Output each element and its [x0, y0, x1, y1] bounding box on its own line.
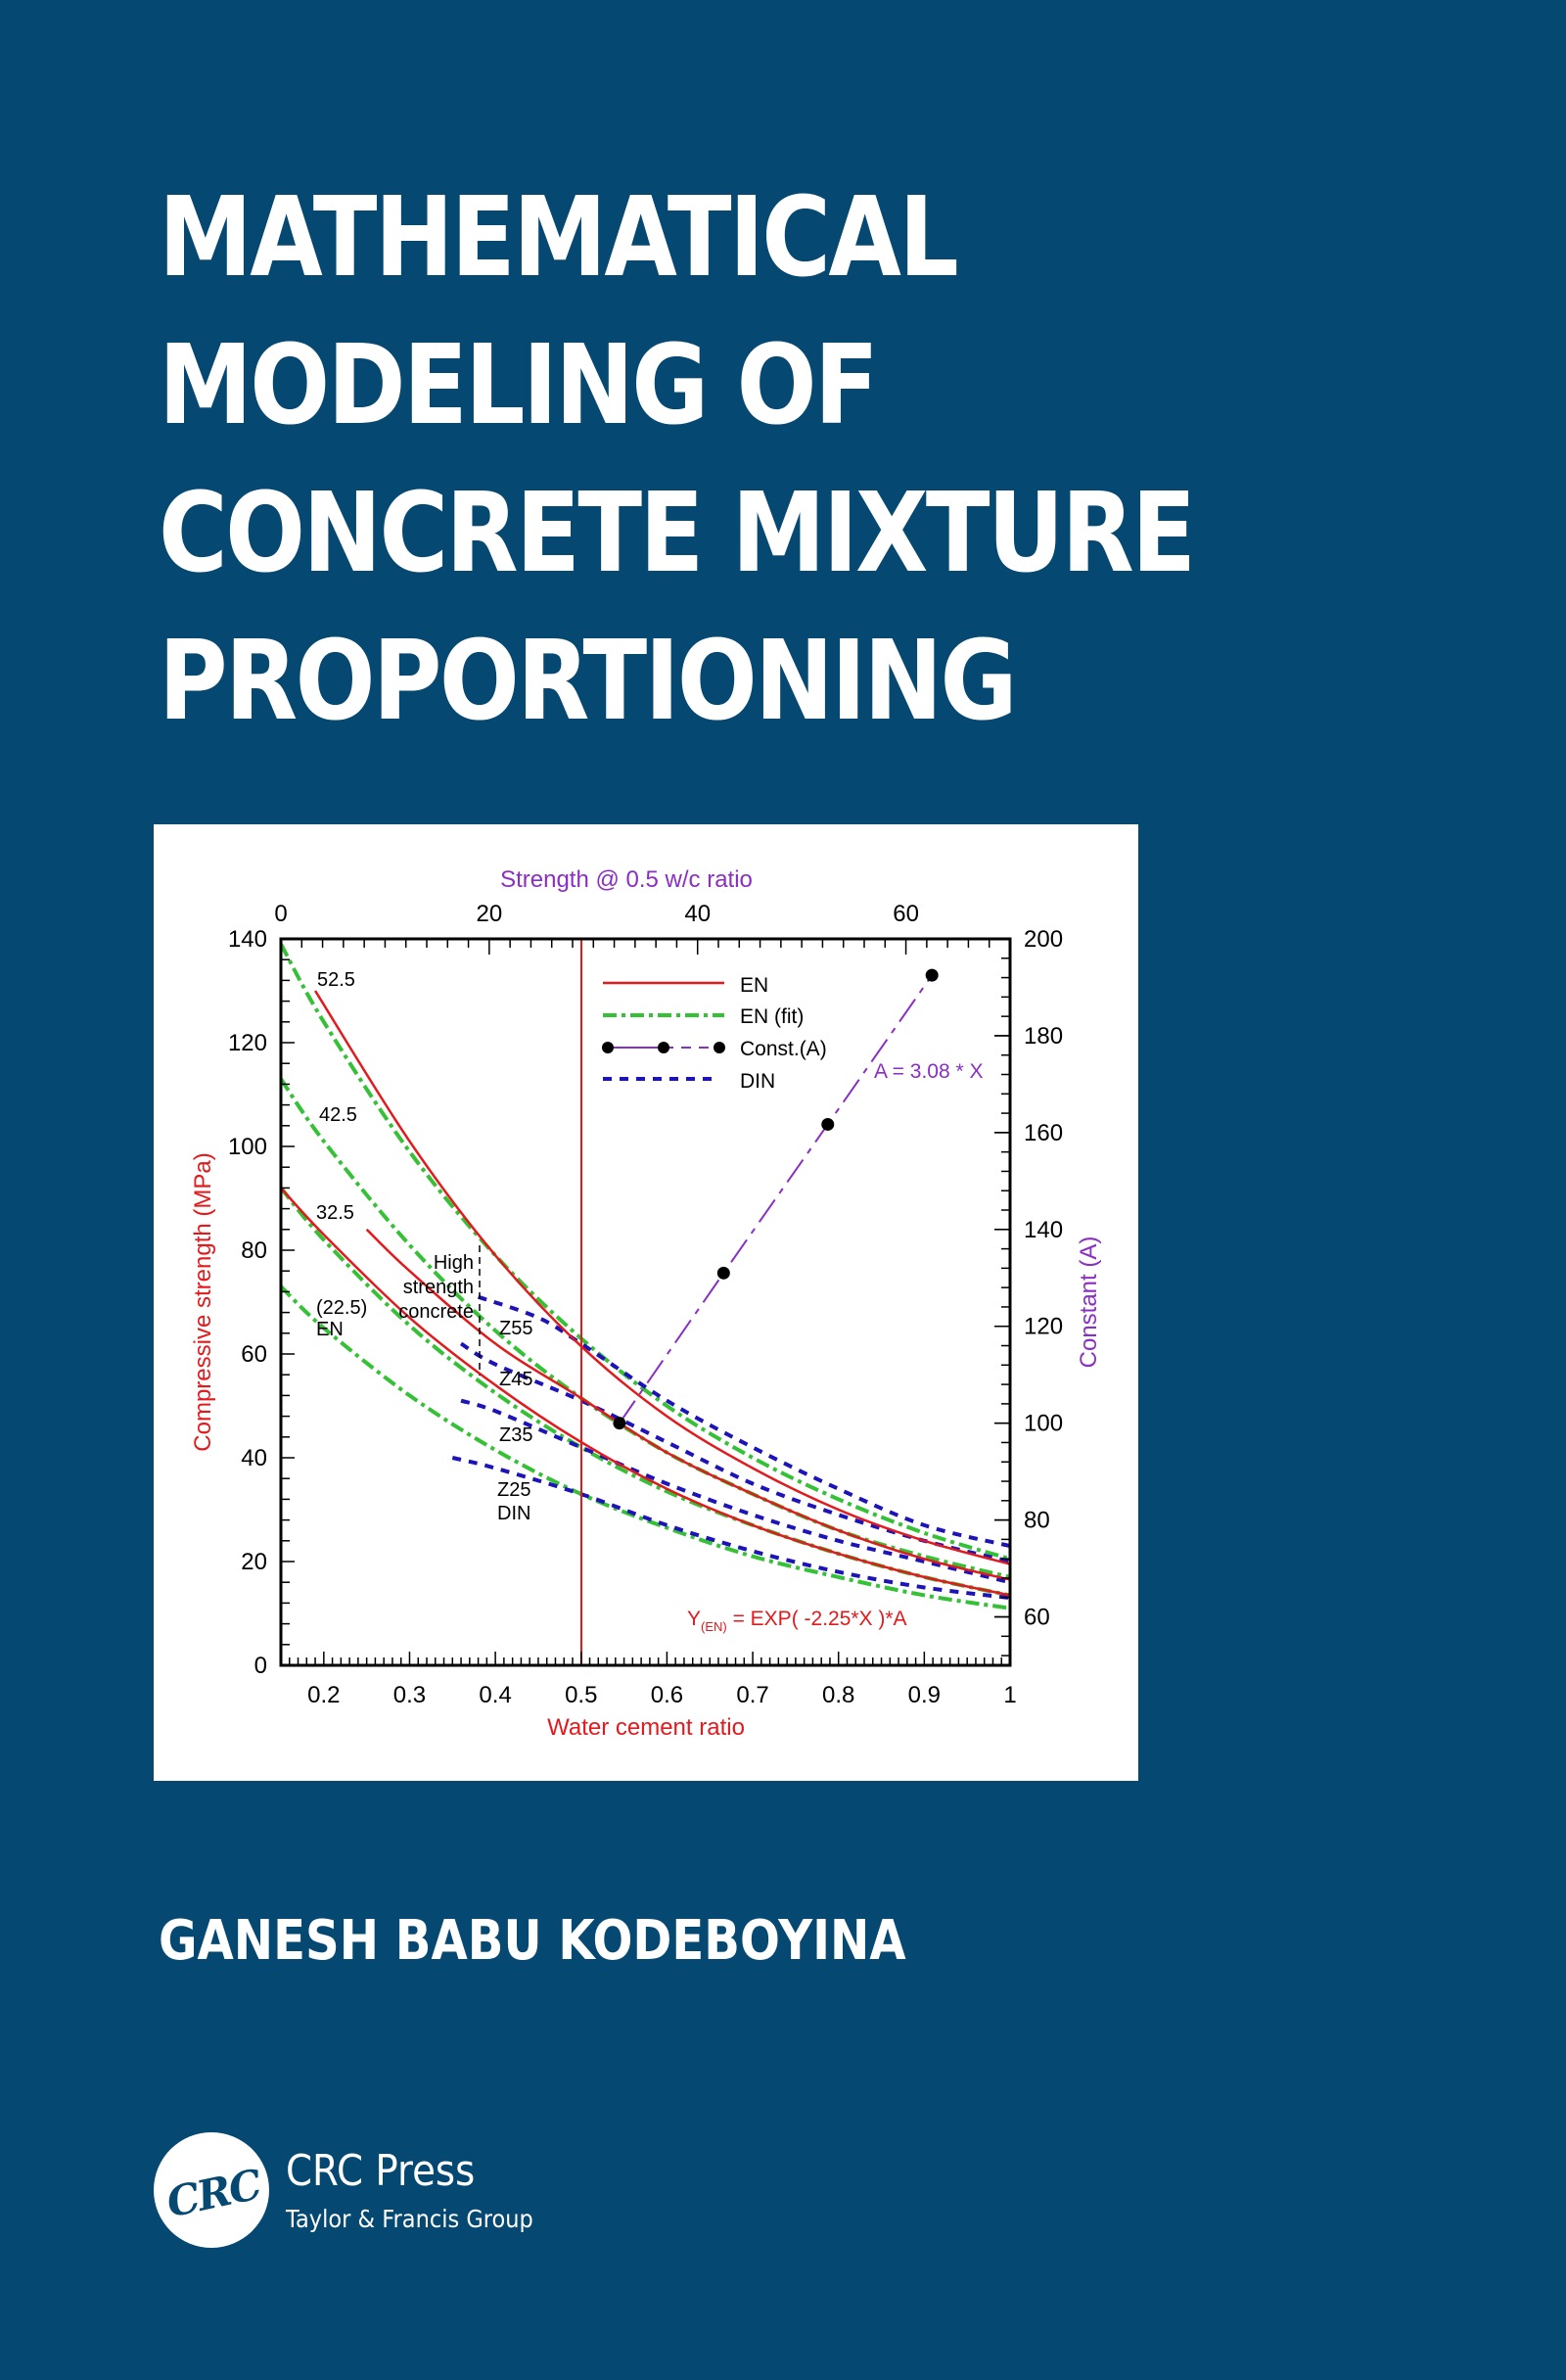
tick-label: 0	[274, 901, 287, 927]
axis-tick-labels: 0.2 0.3 0.4 0.5 0.6 0.7 0.8 0.9 1 0 20 40 60 80 100 120…	[228, 901, 1063, 1708]
tick-label: 120	[228, 1030, 267, 1056]
title-line-4: PROPORTIONING	[159, 618, 1018, 745]
label-en: EN	[316, 1319, 344, 1340]
label-z35: Z35	[499, 1424, 532, 1446]
legend-label-en-fit: EN (fit)	[740, 1005, 804, 1028]
publisher-name: CRC Press	[286, 2146, 476, 2196]
tick-label: 0.9	[908, 1682, 941, 1708]
series-din	[451, 1456, 1011, 1601]
label-class-42-5: 42.5	[319, 1104, 357, 1126]
crc-logo-icon: CRC	[154, 2132, 269, 2248]
const-data-point	[821, 1117, 835, 1131]
label-z45: Z45	[499, 1369, 532, 1390]
label-class-32-5: 32.5	[316, 1202, 354, 1224]
bottom-axis-title: Water cement ratio	[547, 1714, 745, 1741]
tick-label: 0.6	[651, 1682, 683, 1708]
tick-label: 140	[228, 926, 267, 953]
tick-label: 100	[1024, 1411, 1063, 1437]
const-data-point	[716, 1266, 730, 1280]
label-high: High	[434, 1252, 474, 1274]
tick-label: 40	[684, 901, 711, 927]
legend-label-en: EN	[740, 974, 768, 997]
const-equation: A = 3.08 * X	[874, 1060, 984, 1083]
label-z55: Z55	[499, 1318, 532, 1339]
axis-ticks	[280, 938, 1011, 1666]
series-en_fit	[279, 1284, 1011, 1610]
label-strength: strength	[403, 1277, 474, 1298]
tick-label: 1	[1003, 1682, 1016, 1708]
en-eq-y: Y	[687, 1608, 701, 1630]
legend-marker	[714, 1042, 725, 1053]
top-axis-title: Strength @ 0.5 w/c ratio	[500, 866, 753, 893]
series-din	[477, 1294, 1011, 1549]
series-const	[619, 974, 933, 1424]
en-eq-sub: (EN)	[701, 1619, 727, 1634]
tick-label: 200	[1024, 926, 1063, 953]
tick-label: 0.3	[393, 1682, 426, 1708]
publisher-logo: CRC CRC Press Taylor & Francis Group	[154, 2124, 545, 2252]
tick-label: 60	[893, 901, 919, 927]
en-eq-rest: = EXP( -2.25*X )*A	[727, 1608, 907, 1630]
label-z25: Z25	[497, 1479, 530, 1501]
crc-logo-text: CRC	[162, 2160, 264, 2227]
const-data-point	[613, 1417, 626, 1430]
tick-label: 180	[1024, 1023, 1063, 1050]
tick-label: 120	[1024, 1314, 1063, 1340]
series-din	[459, 1341, 1011, 1563]
series-din	[460, 1398, 1011, 1585]
tick-label: 0	[254, 1653, 267, 1679]
author-name: GANESH BABU KODEBOYINA	[159, 1909, 906, 1973]
const-data-point	[925, 968, 939, 982]
legend-marker	[602, 1042, 614, 1053]
title-line-2: MODELING OF	[159, 322, 879, 449]
legend-label-const: Const.(A)	[740, 1038, 827, 1060]
series-en	[280, 1187, 1011, 1597]
title-line-1: MATHEMATICAL	[159, 174, 959, 302]
series-en_fit	[279, 1077, 1011, 1579]
left-axis-title: Compressive strength (MPa)	[190, 1152, 216, 1451]
chart-series	[279, 943, 1011, 1610]
label-class-52-5: 52.5	[317, 969, 355, 991]
tick-label: 0.5	[565, 1682, 597, 1708]
right-axis-title: Constant (A)	[1076, 1237, 1102, 1369]
en-equation: Y(EN) = EXP( -2.25*X )*A	[687, 1608, 907, 1634]
plot-frame	[279, 937, 1012, 1667]
series-en	[313, 990, 1011, 1565]
tick-label: 0.7	[736, 1682, 768, 1708]
tick-label: 20	[241, 1549, 267, 1575]
tick-label: 80	[1024, 1508, 1050, 1534]
tick-label: 20	[477, 901, 503, 927]
tick-label: 60	[241, 1341, 267, 1368]
tick-label: 0.2	[307, 1682, 340, 1708]
tick-label: 0.4	[479, 1682, 511, 1708]
title-line-3: CONCRETE MIXTURE	[159, 470, 1196, 597]
tick-label: 140	[1024, 1217, 1063, 1243]
tick-label: 0.8	[822, 1682, 854, 1708]
label-class-22-5: (22.5)	[316, 1297, 367, 1319]
label-din: DIN	[497, 1503, 530, 1524]
book-title: MATHEMATICAL MODELING OF CONCRETE MIXTUR…	[159, 164, 1196, 756]
tick-label: 100	[228, 1134, 267, 1160]
tick-label: 60	[1024, 1605, 1050, 1631]
series-en	[365, 1228, 1011, 1581]
tick-label: 160	[1024, 1120, 1063, 1146]
tick-label: 80	[241, 1237, 267, 1264]
label-concrete: concrete	[398, 1301, 474, 1323]
cover-chart: 0.2 0.3 0.4 0.5 0.6 0.7 0.8 0.9 1 0 20 40 60 80 100 120…	[154, 824, 1138, 1781]
tick-label: 40	[241, 1445, 267, 1471]
chart-legend: EN EN (fit) Const.(A) DIN	[602, 974, 827, 1093]
publisher-subtitle: Taylor & Francis Group	[286, 2205, 533, 2233]
legend-marker	[658, 1042, 669, 1053]
legend-label-din: DIN	[740, 1070, 775, 1093]
